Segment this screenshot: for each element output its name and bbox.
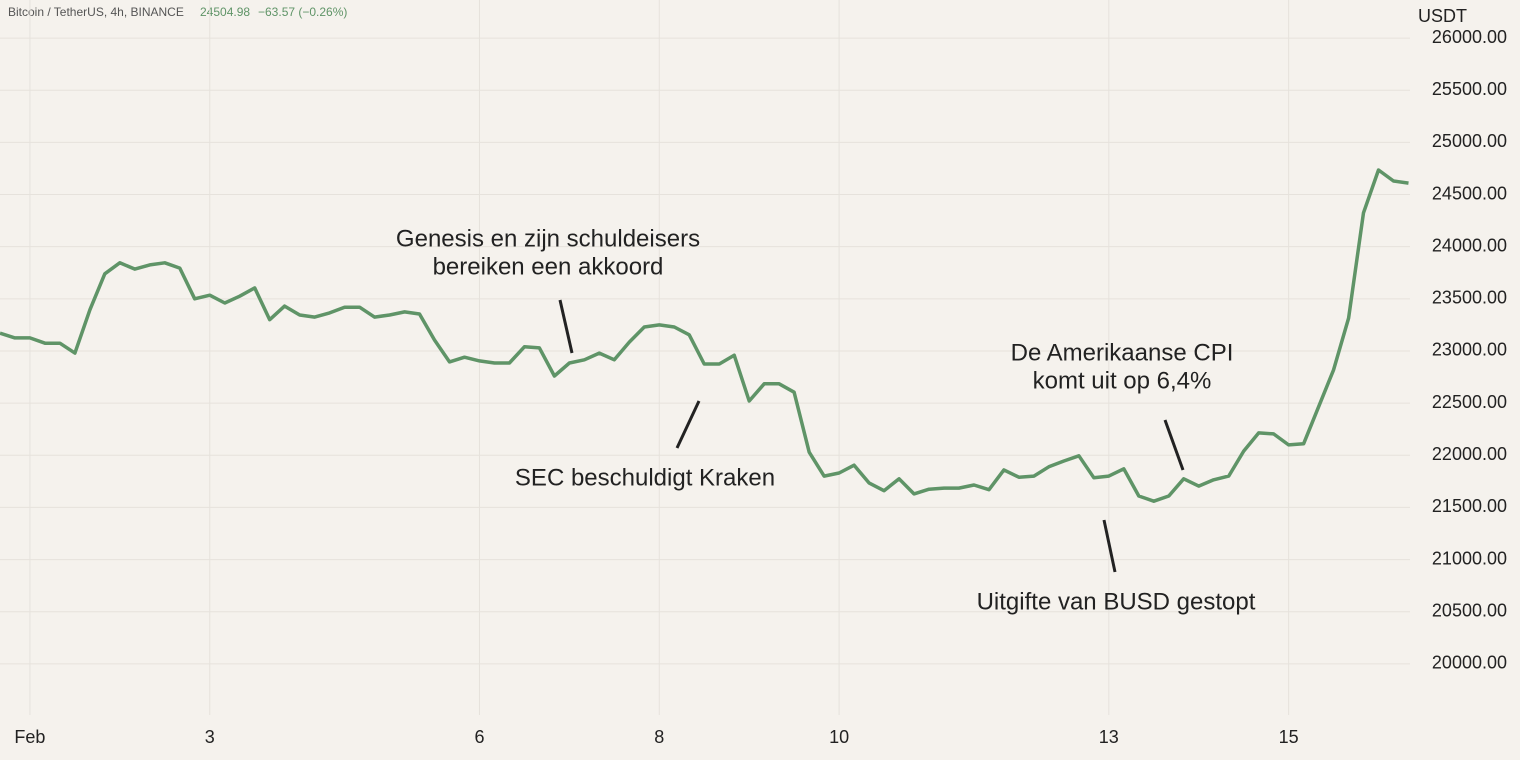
annotation: SEC beschuldigt Kraken (515, 464, 775, 491)
y-tick-label: 23000.00 (1432, 340, 1507, 360)
chart-title: Bitcoin / TetherUS, 4h, BINANCE (8, 5, 184, 19)
annotation: komt uit op 6,4% (1033, 367, 1212, 394)
y-tick-label: 21500.00 (1432, 496, 1507, 516)
x-tick-label: 8 (654, 727, 664, 747)
annotation: De Amerikaanse CPI (1011, 339, 1234, 366)
y-tick-label: 25500.00 (1432, 79, 1507, 99)
annotation: Uitgifte van BUSD gestopt (977, 588, 1256, 615)
y-tick-label: 23500.00 (1432, 288, 1507, 308)
annotation-pointer (558, 299, 574, 354)
annotation-pointer (1102, 519, 1117, 573)
x-tick-label: 3 (205, 727, 215, 747)
y-tick-label: 22500.00 (1432, 392, 1507, 412)
price-change: −63.57 (−0.26%) (258, 5, 347, 19)
y-tick-label: 22000.00 (1432, 444, 1507, 464)
x-tick-label: 15 (1279, 727, 1299, 747)
annotation-pointer (1163, 419, 1185, 471)
y-tick-label: 25000.00 (1432, 131, 1507, 151)
y-tick-label: 21000.00 (1432, 548, 1507, 568)
price-line (0, 168, 1409, 503)
annotation: bereiken een akkoord (433, 253, 664, 280)
x-tick-label: 10 (829, 727, 849, 747)
y-tick-label: 20000.00 (1432, 653, 1507, 673)
x-tick-label: 13 (1099, 727, 1119, 747)
y-tick-label: 24500.00 (1432, 183, 1507, 203)
x-tick-label: 6 (474, 727, 484, 747)
annotation-pointer (675, 400, 701, 449)
y-axis-label: USDT (1418, 6, 1467, 26)
y-tick-label: 24000.00 (1432, 235, 1507, 255)
y-tick-label: 26000.00 (1432, 27, 1507, 47)
annotation: Genesis en zijn schuldeisers (396, 225, 700, 252)
last-price: 24504.98 (200, 5, 250, 19)
x-tick-label: Feb (14, 727, 45, 747)
y-tick-label: 20500.00 (1432, 600, 1507, 620)
